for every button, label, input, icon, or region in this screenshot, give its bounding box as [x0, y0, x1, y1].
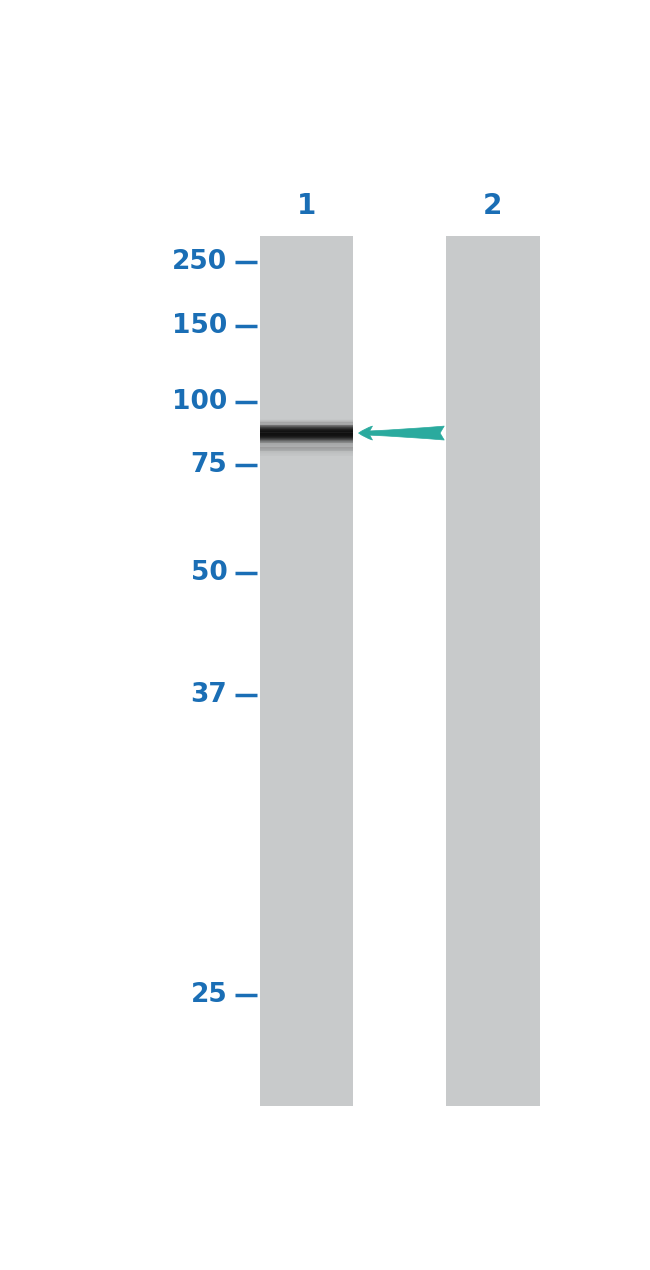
Text: 37: 37 — [190, 682, 228, 709]
Text: 150: 150 — [172, 314, 227, 339]
Text: 250: 250 — [172, 249, 227, 274]
Text: 2: 2 — [483, 192, 502, 220]
Text: 75: 75 — [190, 452, 228, 479]
Text: 100: 100 — [172, 389, 227, 415]
Text: 50: 50 — [190, 560, 228, 585]
Text: 25: 25 — [190, 983, 228, 1008]
Bar — [447, 235, 540, 1106]
Bar — [260, 235, 354, 1106]
Text: 1: 1 — [297, 192, 316, 220]
